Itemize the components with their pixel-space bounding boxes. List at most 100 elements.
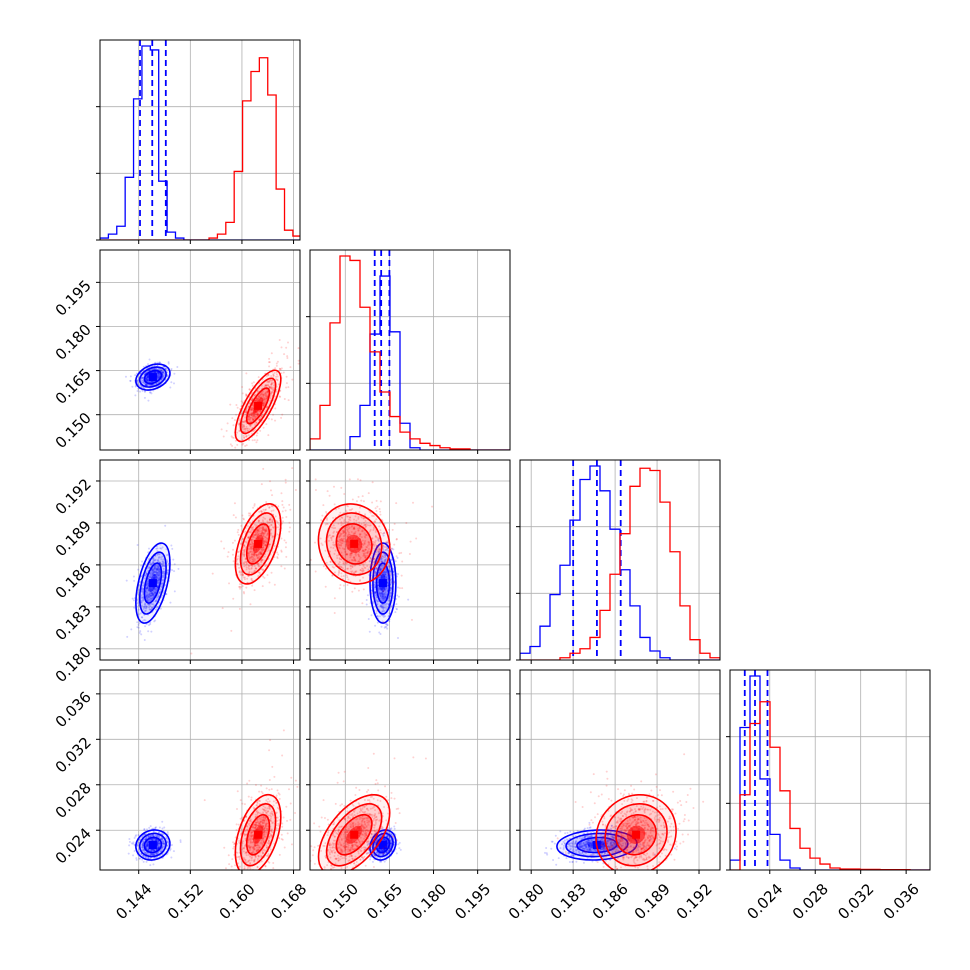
scatter-point (147, 583, 150, 586)
scatter-point (253, 503, 256, 506)
scatter-point (260, 527, 263, 530)
scatter-point (150, 592, 153, 595)
scatter-point (146, 585, 149, 588)
scatter-point (157, 567, 160, 570)
scatter-point (265, 564, 268, 567)
scatter-point (248, 544, 251, 547)
scatter-point (156, 375, 159, 378)
scatter-point (147, 595, 150, 598)
scatter-point (151, 368, 154, 371)
scatter-point (142, 597, 145, 600)
scatter-point (249, 543, 252, 546)
scatter-point (302, 544, 304, 546)
scatter-point (147, 379, 150, 382)
scatter-point (154, 367, 157, 370)
scatter-point (264, 391, 267, 394)
scatter-point (378, 592, 381, 595)
scatter-point (249, 421, 252, 424)
scatter-point (260, 561, 263, 564)
scatter-point (145, 383, 148, 386)
scatter-point (157, 565, 160, 568)
scatter-point (320, 519, 323, 522)
scatter-point (250, 567, 253, 570)
scatter-point (272, 387, 275, 390)
scatter-point (263, 398, 266, 401)
scatter-point (267, 417, 270, 420)
panel-frame (99, 249, 301, 451)
scatter-point (268, 357, 271, 360)
scatter-point (172, 558, 175, 561)
scatter-point (256, 432, 259, 435)
scatter-point (257, 562, 260, 565)
scatter-point (287, 341, 290, 344)
scatter-point (279, 395, 282, 398)
scatter-point (165, 554, 168, 557)
scatter-point (258, 565, 261, 568)
scatter-point (152, 590, 155, 593)
scatter-point (158, 375, 161, 378)
scatter-point (156, 585, 159, 588)
scatter-point (270, 383, 273, 386)
scatter-point (383, 595, 386, 598)
scatter-point (288, 530, 291, 533)
scatter-point (272, 535, 275, 538)
scatter-point (249, 546, 252, 549)
scatter-point (146, 596, 149, 599)
scatter-point (165, 576, 168, 579)
scatter-point (248, 514, 251, 517)
scatter-point (261, 526, 264, 529)
scatter-point (157, 594, 160, 597)
scatter-point (131, 385, 134, 388)
scatter-point (268, 518, 271, 521)
scatter-point (146, 379, 149, 382)
scatter-point (157, 372, 160, 375)
scatter-point (253, 558, 256, 561)
scatter-point (243, 436, 246, 439)
scatter-point (245, 568, 248, 571)
scatter-point (243, 561, 246, 564)
scatter-point (140, 604, 143, 607)
scatter-point (383, 594, 386, 597)
scatter-point (326, 490, 329, 493)
scatter-point (153, 565, 156, 568)
scatter-point (322, 504, 325, 507)
scatter-point (264, 539, 267, 542)
scatter-point (157, 570, 160, 573)
scatter-point (390, 586, 393, 589)
scatter-point (149, 572, 152, 575)
scatter-point (148, 596, 151, 599)
scatter-point (272, 389, 275, 392)
scatter-point (359, 479, 362, 482)
scatter-point (278, 523, 281, 526)
scatter-point (136, 621, 139, 624)
scatter-point (267, 361, 270, 364)
scatter-point (267, 374, 270, 377)
scatter-point (348, 478, 351, 481)
scatter-point (248, 568, 251, 571)
scatter-point (257, 530, 260, 533)
scatter-point (272, 526, 275, 529)
scatter-point (249, 530, 252, 533)
scatter-point (262, 395, 265, 398)
scatter-point (259, 552, 262, 555)
scatter-point (256, 390, 259, 393)
scatter-point (157, 376, 160, 379)
scatter-point (252, 418, 255, 421)
scatter-point (159, 588, 162, 591)
scatter-point (247, 536, 250, 539)
scatter-point (148, 598, 151, 601)
scatter-point (255, 524, 258, 527)
scatter-point (140, 600, 143, 603)
scatter-point (243, 555, 246, 558)
scatter-point (389, 570, 392, 573)
scatter-point (149, 605, 152, 608)
scatter-point (256, 413, 259, 416)
histogram-panel-p1 (96, 39, 301, 244)
scatter-point (260, 396, 263, 399)
scatter-point (271, 386, 274, 389)
scatter-point (263, 397, 266, 400)
scatter-point (356, 478, 359, 481)
scatter-point (146, 586, 149, 589)
scatter-point (151, 593, 154, 596)
scatter-point (247, 434, 250, 437)
